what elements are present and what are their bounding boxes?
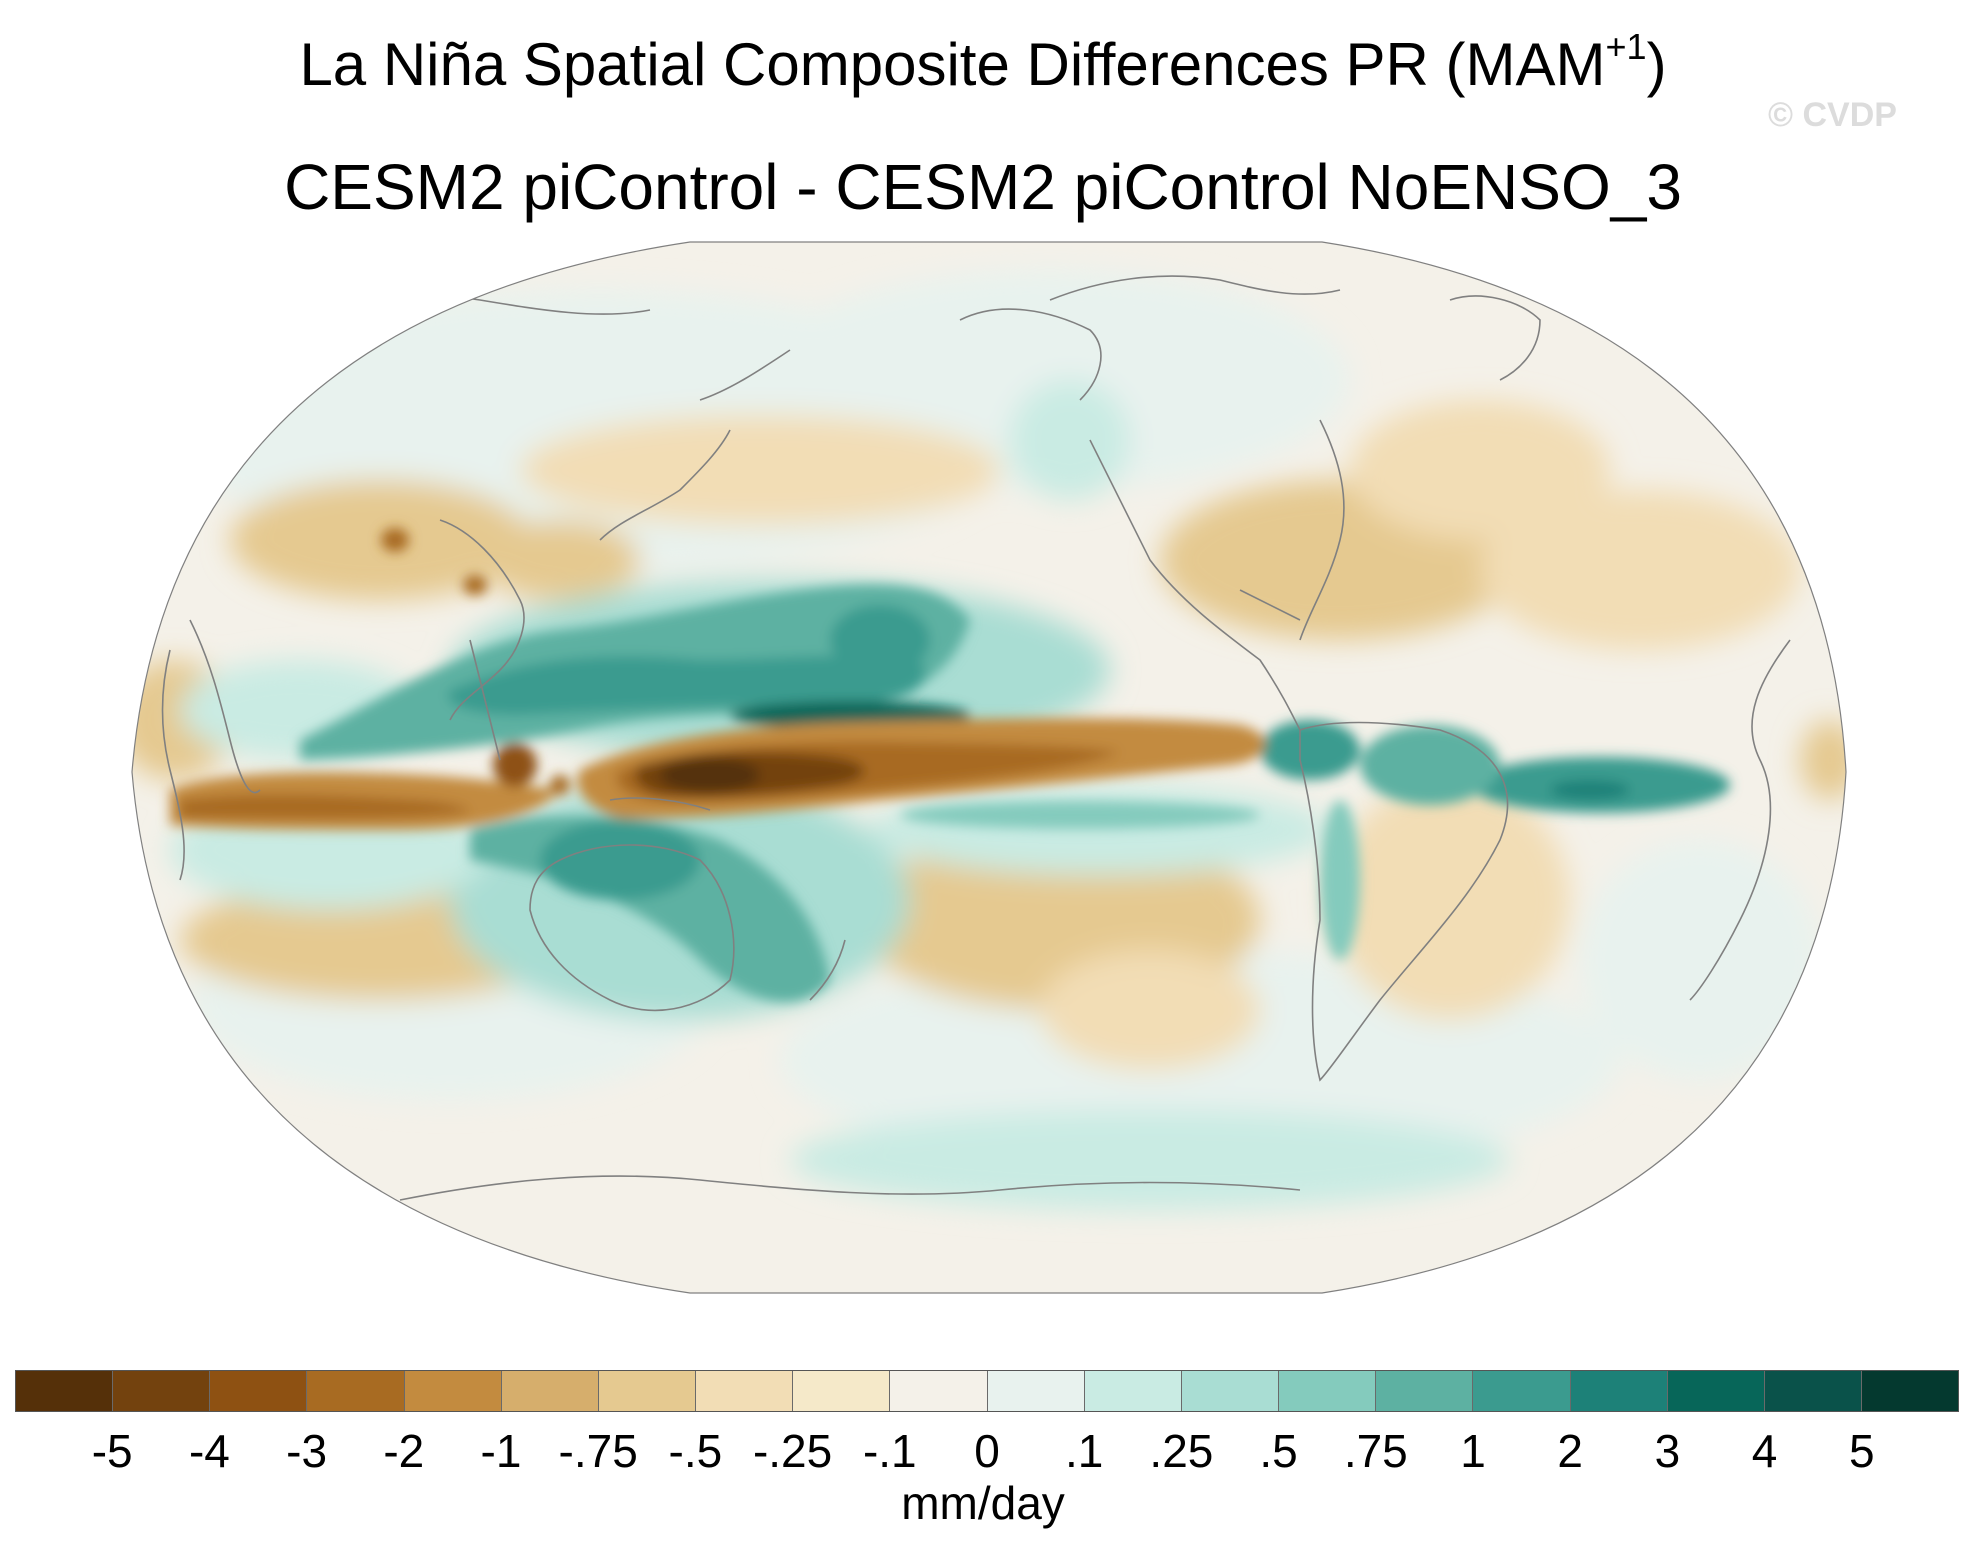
region-north-atlantic-dry: [1350, 400, 1610, 540]
region-central-asia-dry: [230, 480, 530, 600]
region-philippine-sea-wet: [830, 605, 930, 675]
colorbar-swatch: [598, 1371, 697, 1411]
coast-australia: [529, 844, 735, 1012]
colorbar-swatch: [1570, 1371, 1668, 1411]
region-indian-ocean-dry-core: [180, 794, 470, 820]
region-east-pacific-cold-tongue-wet: [870, 785, 1330, 875]
region-nw-africa-dry: [1800, 720, 1846, 800]
main-title-close: ): [1646, 31, 1667, 98]
region-east-asia-dry-spot: [463, 575, 487, 595]
coast-east-africa: [161, 649, 185, 881]
colorbar-swatch: [1667, 1371, 1765, 1411]
colorbar-swatch: [793, 1371, 891, 1411]
colorbar-tick-label: .75: [1343, 1425, 1408, 1477]
colorbar-swatch: [1279, 1371, 1377, 1411]
region-south-america-dry: [1330, 780, 1570, 1020]
coast-north-america-west: [1089, 439, 1301, 731]
coast-canadian-arctic: [1049, 275, 1341, 301]
colorbar-swatch: [404, 1371, 502, 1411]
cvdp-watermark: © CVDP: [1768, 96, 1897, 134]
region-andes-wet: [1320, 800, 1360, 960]
coast-japan: [599, 429, 731, 541]
coast-greenland: [1449, 295, 1541, 381]
colorbar-swatch: [1861, 1371, 1959, 1411]
region-colombia-wet: [1260, 720, 1360, 780]
region-sulawesi-dry-cell: [550, 775, 570, 795]
colorbar-swatch: [113, 1371, 211, 1411]
region-equatorial-atlantic-core: [1550, 780, 1630, 800]
colorbar-tick-label: -.1: [862, 1425, 917, 1477]
colorbar-tick-label: -.25: [752, 1425, 833, 1477]
coast-kamchatka: [699, 349, 791, 401]
region-amazon-wet: [1360, 725, 1500, 805]
precip-field-core: [170, 528, 1730, 1002]
colorbar-tick-label: 4: [1751, 1425, 1778, 1477]
colorbar-tick-label: -.75: [558, 1425, 638, 1477]
region-southern-ocean-wet: [790, 1110, 1510, 1210]
coast-africa: [1689, 639, 1791, 1001]
colorbar-tick-label: .1: [1065, 1425, 1104, 1477]
colorbar-swatch: [1084, 1371, 1182, 1411]
coast-south-america: [1299, 721, 1509, 1082]
colorbar-swatch: [307, 1371, 405, 1411]
colorbar-swatch: [1473, 1371, 1571, 1411]
colorbar-tick-label: 5: [1849, 1425, 1875, 1477]
colorbar-swatch: [890, 1371, 988, 1411]
colorbar-tick-label: 3: [1654, 1425, 1681, 1477]
coast-gulf-of-mexico: [1239, 589, 1301, 621]
colorbar-tick-label: -2: [383, 1425, 425, 1477]
colorbar-tick-label: 2: [1557, 1425, 1583, 1477]
region-atlantic-pale-wet: [1580, 840, 1820, 1080]
subtitle: CESM2 piControl - CESM2 piControl NoENSO…: [284, 151, 1682, 223]
region-pacific-dry-darkest: [660, 757, 760, 793]
colorbar-tick-label: -4: [188, 1425, 230, 1477]
region-borneo-dry-cell: [493, 743, 537, 787]
season-superscript: +1: [1605, 26, 1647, 67]
region-north-africa-dry: [1480, 490, 1800, 650]
colorbar-swatch: [987, 1371, 1085, 1411]
coast-new-guinea: [609, 797, 711, 811]
region-coral-sea-wet: [540, 820, 700, 900]
coast-new-zealand: [809, 939, 846, 1001]
colorbar-tick-label: -.5: [668, 1425, 723, 1477]
colorbar-tick-label: -1: [480, 1425, 522, 1477]
colorbar-swatch: [1376, 1371, 1474, 1411]
colorbar-swatch: [1181, 1371, 1280, 1411]
region-east-asia-dry: [480, 520, 640, 600]
colorbar-tick-label: -3: [286, 1425, 328, 1477]
colorbar-swatch: [16, 1371, 114, 1411]
main-title-text: La Niña Spatial Composite Differences PR…: [299, 31, 1606, 98]
colorbar-swatch: [501, 1371, 599, 1411]
region-north-pacific-wet: [1010, 380, 1130, 500]
map-boundary: [131, 241, 1847, 1294]
colorbar-tick-label: .5: [1259, 1425, 1298, 1477]
coast-india: [189, 619, 261, 794]
region-nw-pacific-strong-wet: [448, 655, 926, 715]
colorbar-swatch: [210, 1371, 308, 1411]
region-east-pacific-itcz-wet: [900, 801, 1260, 829]
region-northwest-pacific-dry: [520, 415, 1000, 525]
colorbar-swatch: [1764, 1371, 1862, 1411]
coast-alaska: [959, 308, 1102, 401]
colorbar-tick-label: .25: [1149, 1425, 1214, 1477]
colorbar: [15, 1370, 1959, 1412]
region-tibet-dry-spot: [381, 528, 409, 552]
colorbar-units: mm/day: [901, 1477, 1065, 1529]
colorbar-tick-label: 0: [974, 1425, 1000, 1477]
coast-east-asia: [439, 519, 525, 721]
region-east-pacific-dry: [1040, 950, 1260, 1070]
main-title: La Niña Spatial Composite Differences PR…: [0, 26, 1966, 99]
colorbar-tick-label: -5: [91, 1425, 133, 1477]
coast-indochina: [469, 639, 501, 761]
colorbar-swatch: [696, 1371, 794, 1411]
colorbar-tick-labels: -5 -4 -3 -2 -1 -.75 -.5 -.25 -.1 0 .1 .25 .5 .75 1 2 3 4 5: [0, 1424, 1966, 1484]
coast-antarctica: [399, 1175, 1301, 1201]
coast-north-america-east: [1299, 419, 1345, 641]
colorbar-tick-label: 1: [1460, 1425, 1486, 1477]
